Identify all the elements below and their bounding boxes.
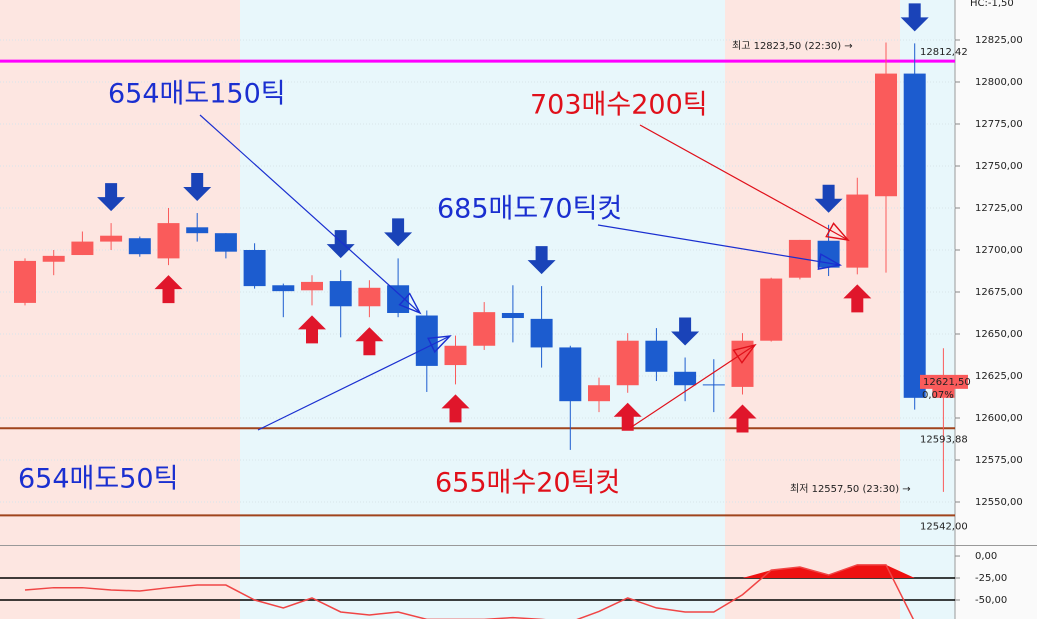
- high-label: 최고 12823,50 (22:30) →: [732, 40, 853, 52]
- candle-body: [645, 340, 668, 372]
- candle-body: [301, 281, 323, 291]
- annotation-arrow: [639, 124, 849, 241]
- sell-signal: [183, 173, 212, 202]
- y-tick-label: 0,00: [975, 551, 997, 562]
- y-tick-label: 12550,00: [975, 497, 1023, 508]
- y-tick-label: 12575,00: [975, 455, 1023, 466]
- arrow-head: [427, 335, 452, 354]
- overbought-fill: [25, 564, 944, 579]
- last-price-label: 12621,50: [923, 377, 971, 388]
- axis-bg: [955, 0, 1037, 619]
- arrow-head: [817, 253, 843, 270]
- y-tick-label: 12725,00: [975, 203, 1023, 214]
- candle-body: [588, 385, 610, 402]
- candle-body: [100, 235, 123, 242]
- level-label: 12593,88: [920, 434, 968, 445]
- y-tick-label: -25,00: [975, 573, 1007, 584]
- buy-signal: [298, 315, 326, 344]
- annotation-arrow: [257, 335, 451, 431]
- y-tick-label: -50,00: [975, 595, 1007, 606]
- annotation: 703매수200틱: [530, 90, 708, 121]
- session-bg: [725, 0, 900, 545]
- candle-body: [42, 255, 65, 262]
- annotation: 654매도50틱: [18, 464, 178, 495]
- low-label: 최저 12557,50 (23:30) →: [790, 483, 911, 495]
- candle-body: [501, 312, 524, 319]
- arrow-head: [398, 292, 422, 315]
- candle-body: [214, 233, 237, 252]
- y-tick-label: 12800,00: [975, 77, 1023, 88]
- main-panel: [0, 3, 955, 517]
- indicator-panel: [0, 564, 955, 619]
- buy-signal: [441, 394, 470, 423]
- sell-signal: [671, 317, 700, 346]
- change-label: 0,07%: [922, 390, 954, 401]
- candle-body: [128, 238, 151, 255]
- y-tick-label: 12750,00: [975, 161, 1023, 172]
- session-bg: [0, 546, 240, 619]
- annotation-arrow: [597, 224, 841, 266]
- annotation: 655매수20틱컷: [435, 468, 620, 499]
- buy-signal: [728, 404, 757, 433]
- buy-signal: [355, 327, 384, 356]
- sell-signal: [97, 183, 126, 212]
- candle-body: [875, 73, 897, 197]
- y-tick-label: 12825,00: [975, 35, 1023, 46]
- candle-body: [530, 318, 553, 348]
- candle-body: [272, 285, 295, 292]
- y-tick-label: 12775,00: [975, 119, 1023, 130]
- session-bg: [725, 546, 900, 619]
- overlay: 12825,00 12800,00 12775,00 12750,00 12725,00…: [18, 35, 1023, 606]
- annotation: 685매도70틱컷: [437, 194, 622, 225]
- candle-body: [473, 312, 496, 346]
- candle-body: [186, 227, 209, 234]
- sell-signal: [900, 3, 929, 32]
- y-tick-label: 12675,00: [975, 287, 1023, 298]
- sell-signal: [384, 218, 413, 247]
- sell-signal: [814, 184, 843, 213]
- candle-body: [760, 278, 783, 341]
- y-tick-label: 12600,00: [975, 413, 1023, 424]
- annotation: 654매도150틱: [108, 79, 286, 110]
- sell-signal: [326, 230, 355, 259]
- candle-body: [71, 241, 94, 256]
- candle-body: [444, 345, 467, 366]
- candle-body: [674, 371, 697, 386]
- buy-signal: [843, 284, 872, 313]
- candle-body: [731, 340, 754, 387]
- y-tick-label: 12700,00: [975, 245, 1023, 256]
- candle-body: [387, 285, 410, 313]
- candle-body: [616, 340, 639, 386]
- header: HC:-1,50: [970, 0, 1014, 9]
- annotation-arrow: [199, 114, 421, 314]
- candle-body: [243, 249, 266, 287]
- annotation-arrow: [629, 344, 756, 429]
- last-price-box: [920, 374, 968, 389]
- candle-body: [415, 315, 438, 366]
- candle-body: [702, 384, 725, 386]
- candle-body: [358, 287, 381, 307]
- level-label: 12812,42: [920, 47, 968, 58]
- indicator-line: [24, 564, 915, 619]
- candle-body: [157, 223, 180, 259]
- arrow-head: [732, 343, 757, 364]
- buy-signal: [154, 275, 183, 304]
- candle-body: [14, 260, 36, 303]
- candle-body: [329, 281, 352, 307]
- y-tick-label: 12625,00: [975, 371, 1023, 382]
- buy-signal: [613, 402, 642, 431]
- session-bg: [0, 0, 240, 545]
- candle-body: [903, 73, 926, 398]
- arrow-head: [825, 222, 850, 241]
- level-label: 12542,00: [920, 521, 968, 532]
- y-tick-label: 12650,00: [975, 329, 1023, 340]
- candle-body: [559, 347, 582, 402]
- sell-signal: [527, 246, 556, 275]
- candle-body: [846, 194, 869, 268]
